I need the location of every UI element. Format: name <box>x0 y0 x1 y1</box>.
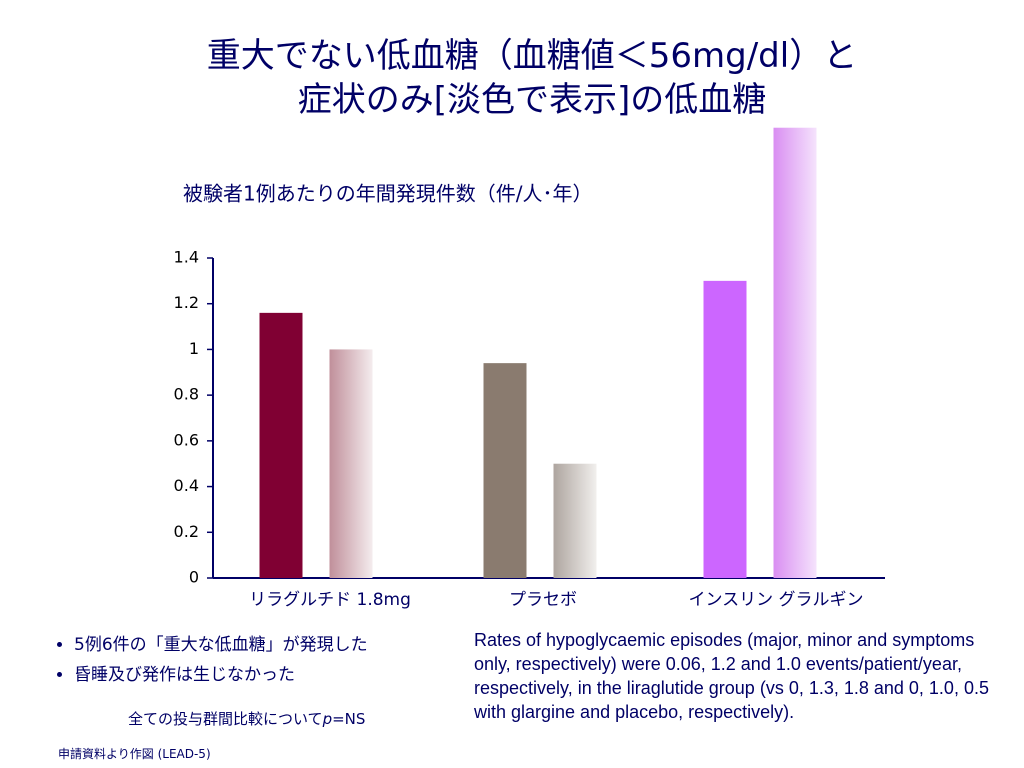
bar <box>773 127 817 578</box>
note: 全ての投与群間比較についてp=NS <box>128 708 365 729</box>
source: 申請資料より作図 (LEAD-5) <box>58 747 211 761</box>
description: Rates of hypoglycaemic episodes (major, … <box>474 630 989 722</box>
bar <box>553 463 597 578</box>
note-text: 全ての投与群間比較について <box>128 710 323 728</box>
note-text: =NS <box>332 710 366 728</box>
bullet: 昏睡及び発作は生じなかった <box>74 660 368 690</box>
y-tick-label: 1 <box>189 339 199 358</box>
y-tick-label: 1.2 <box>174 293 199 312</box>
x-tick-label: リラグルチド 1.8mg <box>249 590 411 610</box>
y-tick-label: 0.8 <box>174 385 199 404</box>
y-tick-label: 0.6 <box>174 430 199 449</box>
title-line: 症状のみ[淡色で表示]の低血糖 <box>297 80 767 120</box>
x-tick-label: インスリン グラルギン <box>688 590 863 610</box>
y-axis-label: 被験者1例あたりの年間発現件数（件/人･年） <box>183 182 592 206</box>
title-line: 重大でない低血糖（血糖値＜56mg/dl）と <box>206 36 858 76</box>
bar <box>703 280 747 578</box>
y-tick-label: 0.4 <box>174 476 199 495</box>
note-p: p <box>322 710 333 728</box>
y-tick-label: 0.2 <box>174 522 199 541</box>
y-tick-label: 0 <box>189 568 199 587</box>
bullet-list: 5例6件の「重大な低血糖」が発現した 昏睡及び発作は生じなかった <box>56 630 368 690</box>
title: 重大でない低血糖（血糖値＜56mg/dl）と 症状のみ[淡色で表示]の低血糖 <box>0 34 1024 122</box>
bar <box>259 312 303 578</box>
bullet: 5例6件の「重大な低血糖」が発現した <box>74 630 368 660</box>
x-tick-label: プラセボ <box>509 590 577 610</box>
bar <box>483 363 527 578</box>
bar <box>329 349 373 578</box>
y-tick-label: 1.4 <box>174 248 199 267</box>
